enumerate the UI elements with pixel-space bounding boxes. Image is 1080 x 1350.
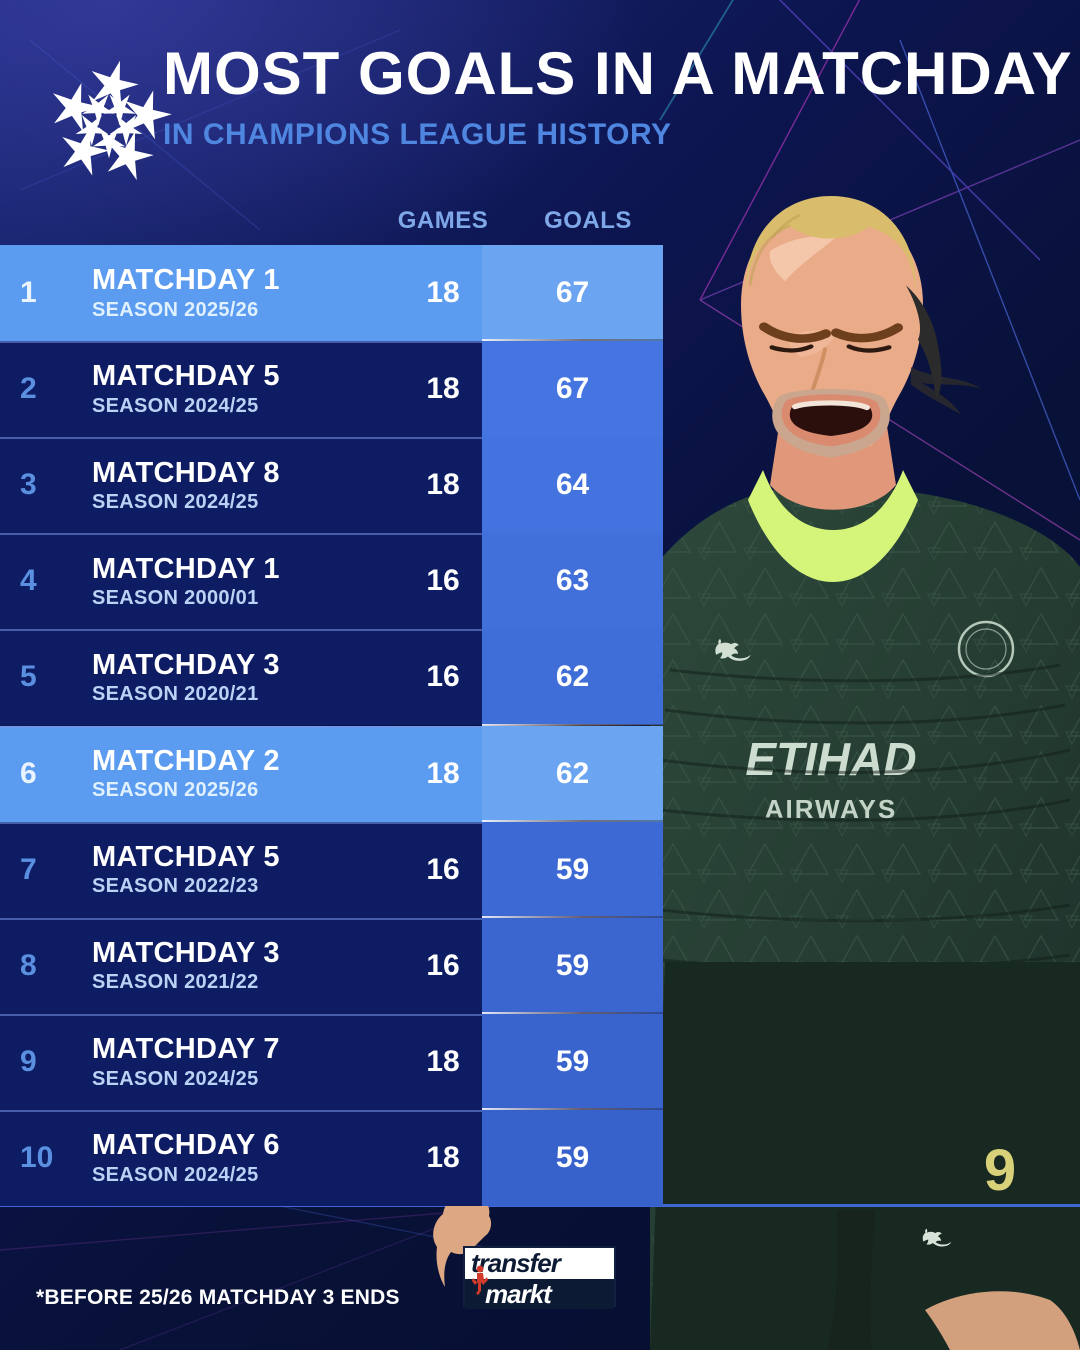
svg-text:9: 9 — [984, 1138, 1016, 1203]
svg-text:ETIHAD: ETIHAD — [745, 733, 916, 785]
